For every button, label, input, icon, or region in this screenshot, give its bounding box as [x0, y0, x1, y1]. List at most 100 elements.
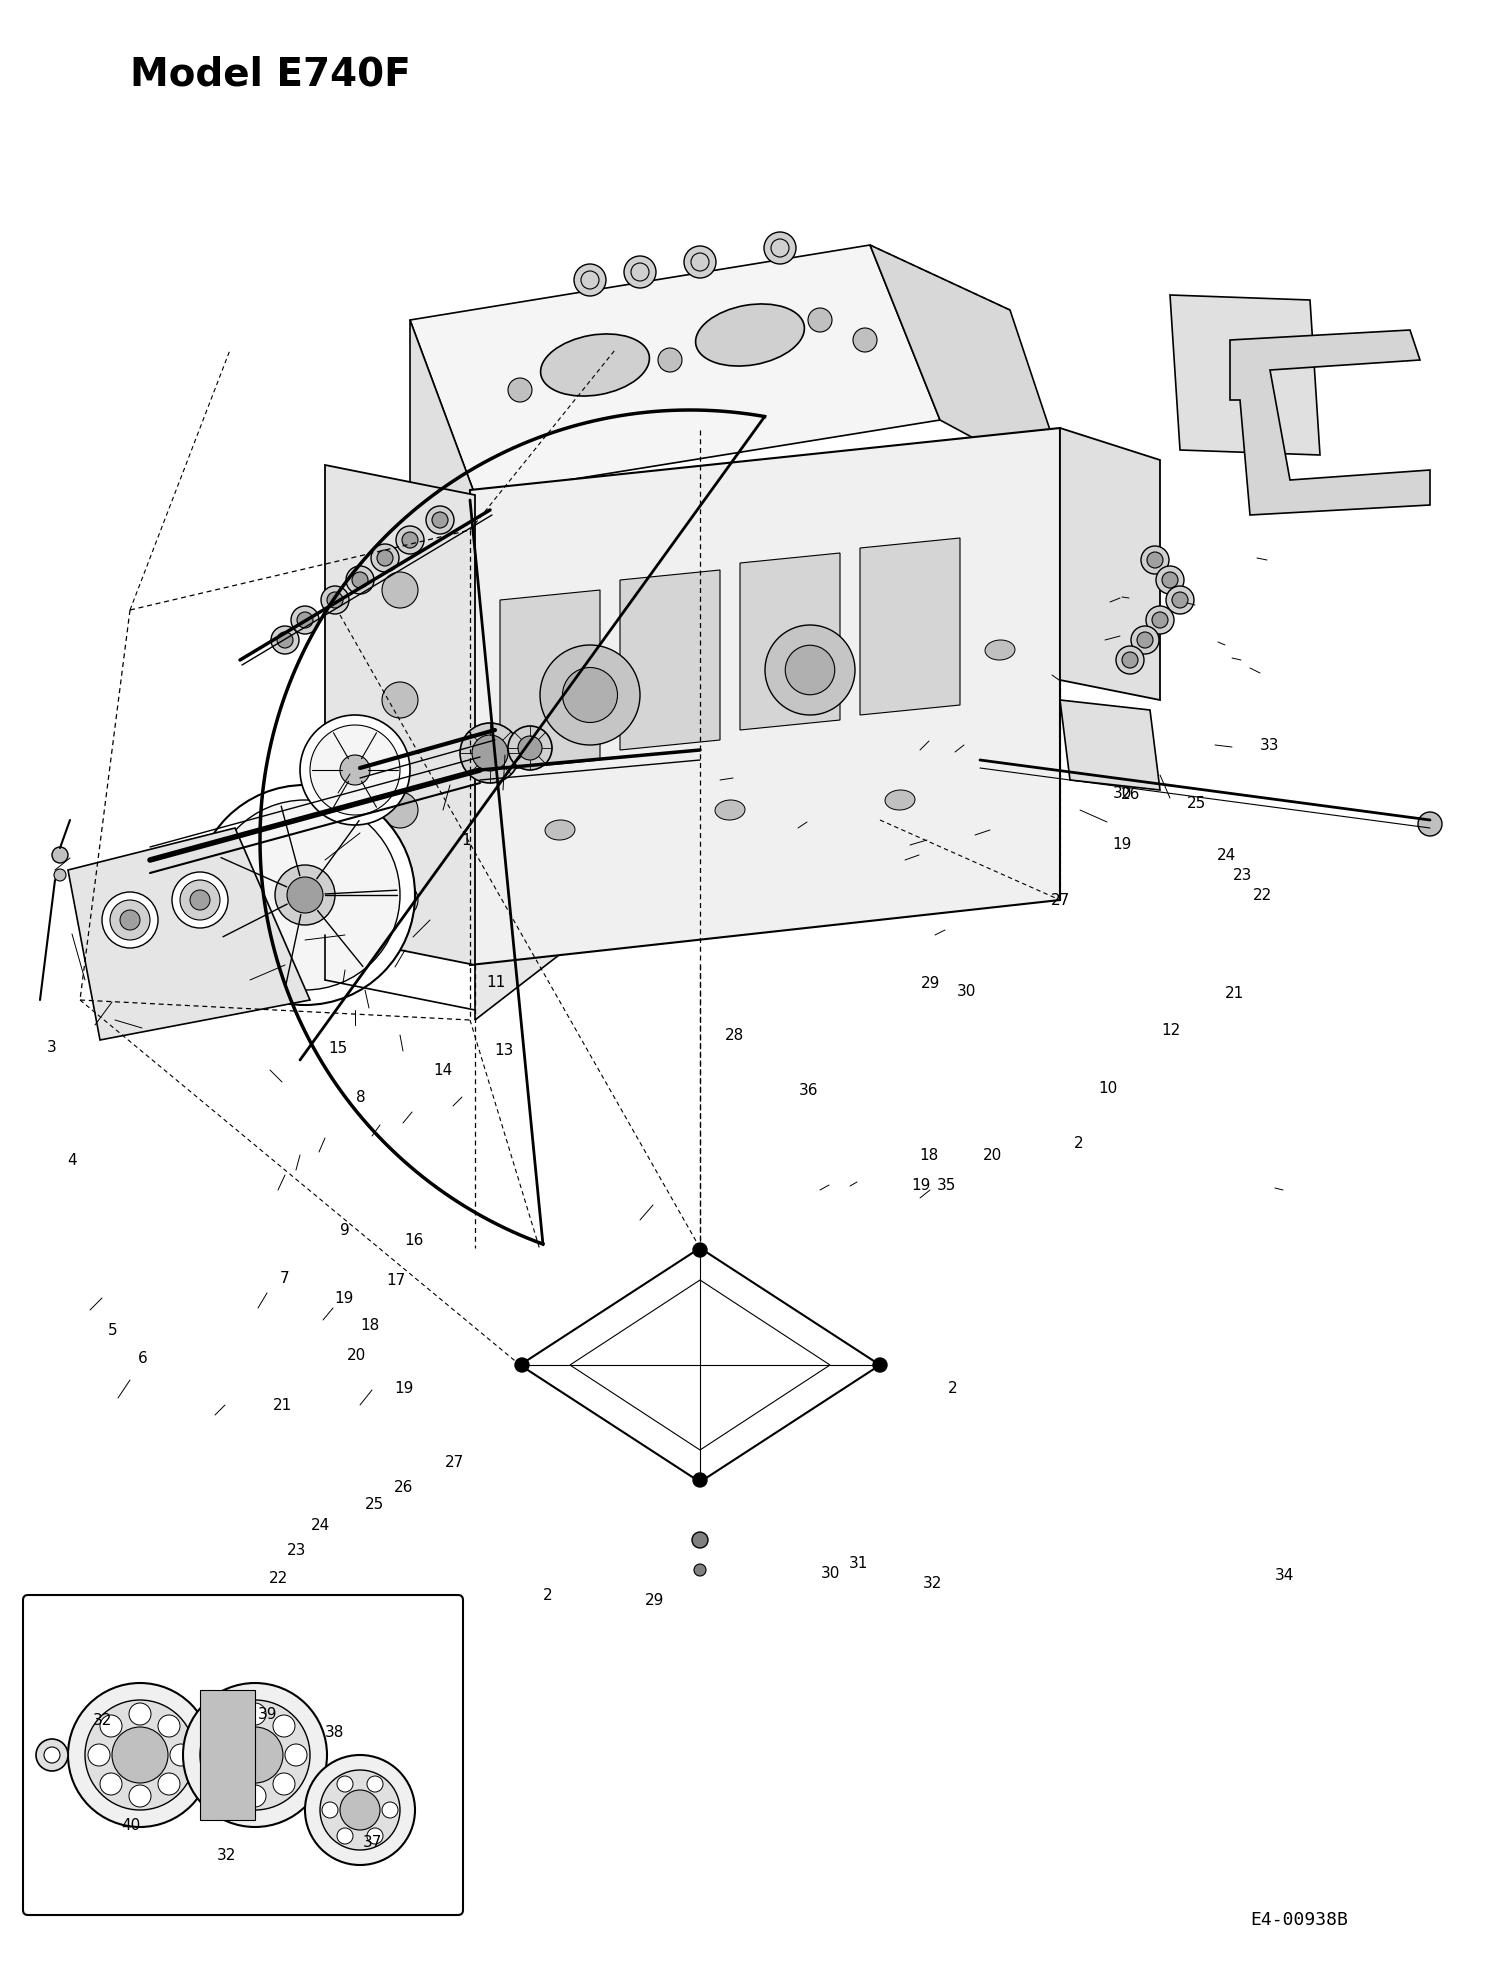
Text: 24: 24 — [310, 1517, 330, 1532]
Circle shape — [200, 1699, 310, 1810]
Circle shape — [172, 871, 228, 929]
Circle shape — [300, 715, 410, 826]
Text: 22: 22 — [1254, 887, 1272, 903]
Text: 26: 26 — [394, 1479, 414, 1495]
Polygon shape — [1230, 330, 1430, 514]
Text: 30: 30 — [957, 983, 976, 998]
Circle shape — [376, 550, 393, 566]
Text: 12: 12 — [1161, 1022, 1180, 1038]
Bar — [200, 1689, 255, 1820]
Text: 16: 16 — [405, 1233, 423, 1247]
Circle shape — [540, 645, 640, 744]
Text: Model E740F: Model E740F — [130, 56, 411, 93]
Circle shape — [86, 1699, 195, 1810]
Text: 6: 6 — [138, 1350, 148, 1366]
Circle shape — [460, 723, 520, 782]
Circle shape — [44, 1747, 60, 1763]
Text: 40: 40 — [122, 1818, 141, 1832]
Circle shape — [286, 877, 322, 913]
Text: 2: 2 — [1074, 1135, 1084, 1151]
Text: 21: 21 — [1224, 985, 1244, 1000]
Circle shape — [274, 865, 334, 925]
Text: 37: 37 — [363, 1834, 382, 1850]
Circle shape — [1162, 572, 1178, 588]
Circle shape — [102, 891, 158, 949]
Polygon shape — [416, 740, 468, 869]
Circle shape — [382, 1802, 398, 1818]
Circle shape — [1131, 625, 1160, 653]
Circle shape — [285, 1745, 308, 1767]
Circle shape — [694, 1564, 706, 1576]
Polygon shape — [859, 538, 960, 715]
Circle shape — [129, 1785, 152, 1806]
Circle shape — [100, 1715, 122, 1737]
Circle shape — [352, 572, 368, 588]
Text: 24: 24 — [1218, 848, 1236, 863]
Circle shape — [112, 1727, 168, 1783]
Text: 19: 19 — [394, 1380, 414, 1395]
Polygon shape — [416, 510, 468, 740]
Text: 27: 27 — [444, 1455, 464, 1469]
Ellipse shape — [422, 568, 458, 592]
Circle shape — [214, 1715, 237, 1737]
Ellipse shape — [422, 667, 458, 693]
Circle shape — [327, 592, 344, 607]
Circle shape — [873, 1358, 886, 1372]
Circle shape — [514, 1358, 529, 1372]
Text: 7: 7 — [280, 1270, 290, 1286]
Text: 29: 29 — [921, 975, 940, 991]
Circle shape — [321, 586, 350, 613]
Circle shape — [110, 899, 150, 941]
Text: 35: 35 — [938, 1177, 957, 1193]
Ellipse shape — [540, 333, 650, 397]
Text: 23: 23 — [288, 1542, 306, 1558]
Circle shape — [170, 1745, 192, 1767]
Text: 9: 9 — [340, 1223, 350, 1237]
Circle shape — [338, 1777, 352, 1792]
Text: 39: 39 — [258, 1707, 278, 1721]
Circle shape — [226, 1727, 284, 1783]
Circle shape — [214, 1773, 237, 1794]
Text: 5: 5 — [108, 1322, 118, 1338]
Circle shape — [304, 1755, 416, 1866]
Polygon shape — [470, 429, 1060, 965]
Circle shape — [322, 1802, 338, 1818]
Polygon shape — [410, 244, 940, 494]
Circle shape — [272, 625, 298, 653]
Circle shape — [297, 611, 314, 627]
Circle shape — [368, 1828, 382, 1844]
Circle shape — [340, 754, 370, 784]
Circle shape — [320, 1771, 400, 1850]
Text: 29: 29 — [645, 1592, 664, 1608]
Text: 19: 19 — [334, 1290, 354, 1306]
Circle shape — [1142, 546, 1168, 574]
Circle shape — [1148, 552, 1162, 568]
Text: 23: 23 — [1233, 867, 1252, 883]
Text: 2: 2 — [948, 1380, 958, 1395]
Circle shape — [693, 1473, 706, 1487]
Circle shape — [340, 1790, 380, 1830]
Circle shape — [765, 625, 855, 715]
Circle shape — [120, 909, 140, 931]
Ellipse shape — [885, 790, 915, 810]
Circle shape — [310, 725, 401, 816]
Circle shape — [509, 377, 532, 403]
Text: 36: 36 — [800, 1082, 819, 1098]
Circle shape — [210, 800, 400, 991]
Circle shape — [509, 727, 552, 770]
Circle shape — [786, 645, 834, 695]
Text: 19: 19 — [1113, 836, 1131, 852]
Text: 3: 3 — [46, 1040, 57, 1054]
Circle shape — [396, 526, 424, 554]
Text: 30: 30 — [1113, 786, 1131, 800]
Circle shape — [853, 328, 877, 351]
Circle shape — [1172, 592, 1188, 607]
Circle shape — [624, 256, 656, 288]
Polygon shape — [476, 490, 1070, 1020]
Text: 13: 13 — [495, 1042, 513, 1058]
Text: 32: 32 — [922, 1576, 942, 1590]
Text: 30: 30 — [822, 1566, 840, 1580]
Text: 14: 14 — [433, 1062, 453, 1078]
Circle shape — [346, 566, 374, 594]
Ellipse shape — [422, 788, 458, 812]
